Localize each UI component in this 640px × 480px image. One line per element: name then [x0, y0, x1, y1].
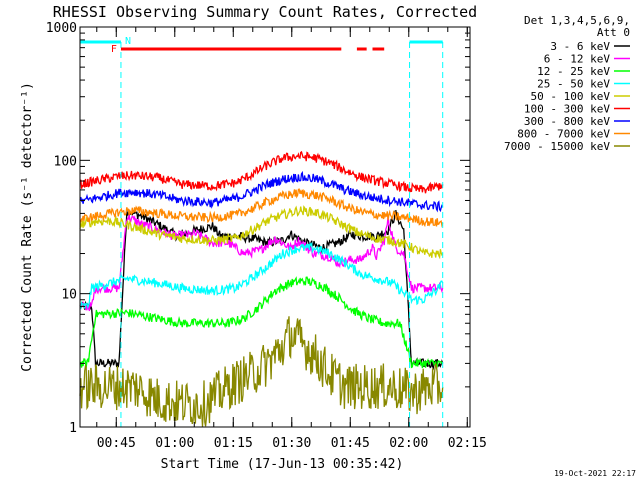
legend-label-7: 800 - 7000 keV	[517, 128, 610, 141]
x-tick-label-1: 01:00	[155, 436, 194, 451]
plot-frame	[79, 26, 471, 428]
x-axis: 00:45 01:00 01:15 01:30 01:45 02:00 02:15	[96, 27, 487, 451]
legend-label-1: 6 - 12 keV	[544, 53, 611, 66]
legend-label-8: 7000 - 15000 keV	[504, 140, 610, 153]
flag-layer: FN	[80, 36, 444, 427]
x-tick-label-4: 01:45	[331, 436, 370, 451]
legend-label-5: 100 - 300 keV	[524, 103, 610, 116]
series-line-8	[79, 316, 444, 427]
legend-label-2: 12 - 25 keV	[537, 65, 610, 78]
night-flag-label: N	[125, 36, 131, 47]
series-line-4	[79, 205, 444, 260]
y-axis-label: Corrected Count Rate (s⁻¹ detector⁻¹)	[20, 82, 35, 372]
legend-label-3: 25 - 50 keV	[537, 78, 610, 91]
legend-header-0: Det 1,3,4,5,6,9,	[524, 14, 630, 27]
series-line-5	[79, 150, 444, 194]
y-tick-label-0: 1	[69, 421, 77, 436]
series-line-7	[79, 188, 444, 228]
series-line-1	[79, 214, 444, 312]
y-axis: 1 10 100 1000	[46, 21, 470, 436]
x-tick-label-2: 01:15	[214, 436, 253, 451]
x-tick-label-5: 02:00	[389, 436, 428, 451]
x-tick-label-0: 00:45	[97, 436, 136, 451]
legend-label-6: 300 - 800 keV	[524, 115, 610, 128]
series-line-0	[79, 208, 444, 371]
x-tick-label-3: 01:30	[272, 436, 311, 451]
timestamp: 19-Oct-2021 22:17	[554, 469, 636, 478]
x-tick-label-6: 02:15	[448, 436, 487, 451]
flare-flag-label: F	[111, 44, 117, 55]
x-axis-label: Start Time (17-Jun-13 00:35:42)	[161, 457, 404, 472]
legend-label-4: 50 - 100 keV	[531, 90, 611, 103]
series-layer	[79, 150, 444, 427]
legend-label-0: 3 - 6 keV	[550, 40, 610, 53]
y-tick-label-1: 10	[61, 288, 77, 303]
series-line-2	[79, 276, 443, 370]
y-tick-label-3: 1000	[46, 21, 77, 36]
legend-header-1: Att 0	[597, 26, 630, 39]
y-tick-label-2: 100	[54, 154, 77, 169]
series-line-6	[79, 170, 444, 213]
series-line-3	[79, 241, 444, 310]
chart-title: RHESSI Observing Summary Count Rates, Co…	[53, 3, 477, 21]
